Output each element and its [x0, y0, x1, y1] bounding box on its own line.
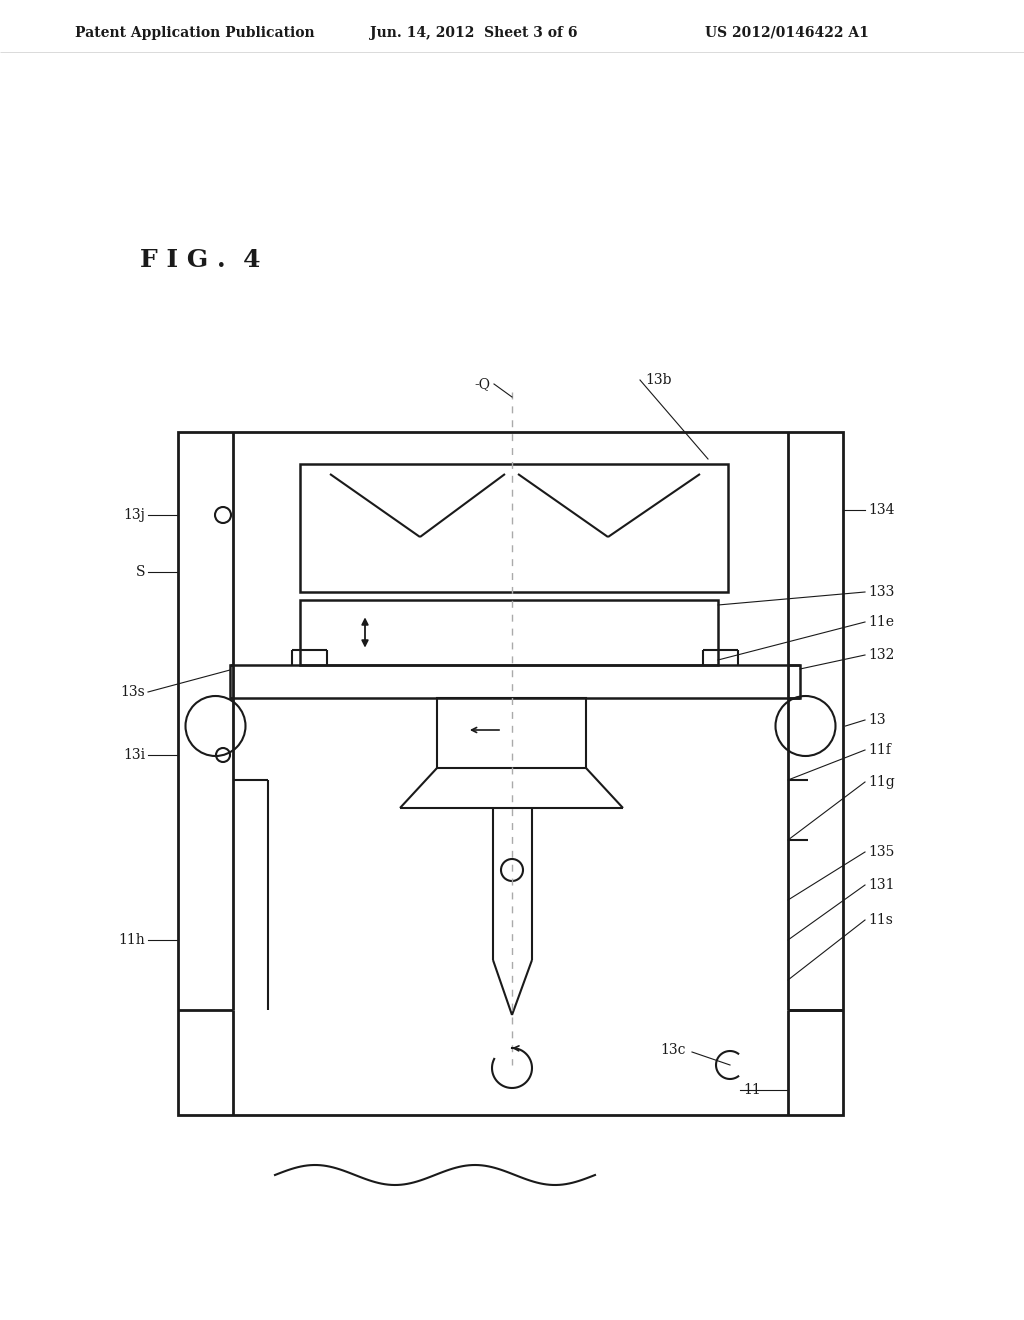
Text: 11s: 11s: [868, 913, 893, 927]
Bar: [437, 698, 586, 768]
Text: 11h: 11h: [118, 933, 145, 946]
Text: Patent Application Publication: Patent Application Publication: [75, 26, 314, 40]
Text: 135: 135: [868, 845, 894, 859]
Text: 11f: 11f: [868, 743, 891, 756]
Bar: [300, 601, 718, 665]
Text: 11g: 11g: [868, 775, 895, 789]
Text: US 2012/0146422 A1: US 2012/0146422 A1: [705, 26, 869, 40]
Text: 132: 132: [868, 648, 894, 663]
Text: 13s: 13s: [120, 685, 145, 700]
Text: 133: 133: [868, 585, 894, 599]
Bar: [230, 665, 800, 698]
Bar: [300, 465, 728, 591]
Text: 13i: 13i: [123, 748, 145, 762]
Text: 13c: 13c: [660, 1043, 685, 1057]
Text: 131: 131: [868, 878, 895, 892]
Text: 13b: 13b: [645, 374, 672, 387]
Text: -Q: -Q: [474, 378, 490, 391]
Bar: [178, 432, 843, 1115]
Text: F I G .  4: F I G . 4: [140, 248, 260, 272]
Text: 11e: 11e: [868, 615, 894, 630]
Text: 13: 13: [868, 713, 886, 727]
Text: Jun. 14, 2012  Sheet 3 of 6: Jun. 14, 2012 Sheet 3 of 6: [370, 26, 578, 40]
Text: S: S: [135, 565, 145, 579]
Text: 11: 11: [743, 1082, 761, 1097]
Text: 134: 134: [868, 503, 895, 517]
Text: 13j: 13j: [123, 508, 145, 521]
